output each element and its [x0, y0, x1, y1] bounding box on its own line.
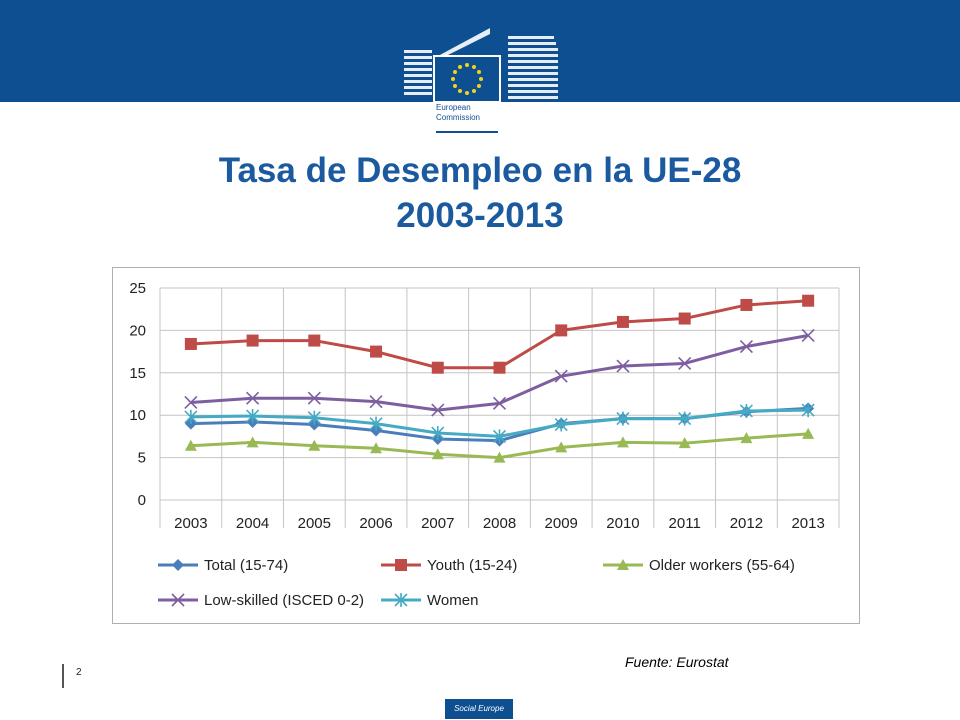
legend-label: Total (15-74) — [204, 557, 288, 574]
legend-marker — [171, 593, 185, 607]
chart-frame: 0 5 10 15 20 25 2003 2004 2005 2006 2007 2008 2009 20… — [112, 267, 860, 624]
data-point-s1 — [246, 334, 259, 347]
x-tick-label: 2005 — [298, 515, 331, 532]
title-line2: 2003-2013 — [396, 196, 564, 235]
data-point-s3 — [369, 395, 383, 409]
data-point-s4 — [246, 409, 260, 424]
data-point-s4 — [492, 429, 507, 444]
page-number: 2 — [76, 667, 82, 678]
data-point-s4 — [801, 403, 815, 418]
data-point-s3 — [246, 391, 260, 405]
y-tick-label: 20 — [129, 322, 146, 339]
data-point-s1 — [678, 312, 691, 325]
data-point-s3 — [307, 391, 321, 405]
data-point-s4 — [554, 417, 568, 432]
data-point-s2 — [431, 448, 444, 460]
data-point-s1 — [740, 298, 753, 311]
x-tick-label: 2011 — [669, 515, 701, 532]
data-point-s4 — [678, 411, 692, 426]
data-point-s1 — [431, 361, 444, 374]
x-tick-label: 2010 — [606, 515, 639, 532]
data-point-s2 — [308, 439, 321, 451]
social-europe-logo: Social Europe — [445, 699, 513, 719]
data-point-s4 — [369, 416, 383, 431]
data-point-s2 — [555, 441, 568, 453]
y-tick-label: 0 — [138, 492, 146, 509]
legend-label: Older workers (55-64) — [649, 557, 795, 574]
data-point-s1 — [493, 361, 506, 374]
x-tick-label: 2008 — [483, 515, 516, 532]
data-point-s3 — [801, 328, 815, 343]
data-point-s2 — [493, 451, 506, 463]
data-point-s2 — [740, 432, 753, 444]
x-tick-label: 2012 — [730, 515, 763, 532]
data-point-s1 — [616, 315, 629, 328]
data-point-s2 — [370, 442, 383, 454]
logo-text-line2: Commission — [436, 113, 481, 122]
line-chart: 0 5 10 15 20 25 2003 2004 2005 2006 2007 2008 2009 20… — [129, 280, 840, 609]
data-point-s4 — [739, 403, 753, 418]
y-tick-label: 25 — [129, 280, 146, 297]
legend-marker — [172, 559, 184, 571]
data-point-s1 — [308, 334, 321, 347]
x-tick-label: 2004 — [236, 515, 269, 532]
legend-label: Youth (15-24) — [427, 557, 517, 574]
data-point-s2 — [678, 437, 691, 449]
data-point-s3 — [184, 395, 198, 410]
source-note: Fuente: Eurostat — [625, 654, 729, 670]
data-point-s1 — [370, 345, 383, 358]
legend-marker — [617, 559, 629, 570]
data-point-s2 — [246, 436, 259, 448]
y-tick-label: 10 — [129, 407, 146, 424]
legend-marker — [395, 559, 407, 571]
data-point-s2 — [802, 427, 815, 439]
y-tick-label: 15 — [129, 365, 146, 382]
logo-text: European Commission — [436, 103, 506, 123]
data-point-s1 — [184, 337, 197, 350]
x-tick-label: 2009 — [545, 515, 578, 532]
x-tick-label: 2003 — [174, 515, 207, 532]
data-point-s2 — [184, 439, 197, 451]
data-point-s4 — [184, 409, 198, 424]
data-point-s3 — [678, 356, 692, 371]
title-line1: Tasa de Desempleo en la UE-28 — [218, 151, 742, 190]
legend-marker — [394, 593, 408, 607]
data-point-s3 — [431, 403, 445, 417]
data-point-s1 — [555, 324, 568, 337]
x-tick-label: 2006 — [359, 515, 392, 532]
logo-text-line1: European — [436, 103, 471, 112]
x-tick-label: 2007 — [421, 515, 454, 532]
data-point-s4 — [616, 411, 630, 426]
data-point-s3 — [492, 396, 507, 410]
y-tick-label: 5 — [138, 450, 146, 467]
data-point-s4 — [307, 410, 321, 425]
data-point-s3 — [554, 369, 568, 383]
page-divider — [62, 664, 64, 688]
data-point-s1 — [802, 294, 815, 307]
data-point-s4 — [431, 426, 445, 441]
slide-title: Tasa de Desempleo en la UE-28 2003-2013 — [80, 148, 880, 238]
data-point-s2 — [616, 436, 629, 448]
data-point-s3 — [616, 359, 630, 373]
x-tick-label: 2013 — [791, 515, 824, 532]
european-commission-logo — [404, 28, 558, 134]
legend-label: Women — [427, 592, 478, 609]
legend-label: Low-skilled (ISCED 0-2) — [204, 592, 364, 609]
data-point-s3 — [739, 339, 753, 354]
